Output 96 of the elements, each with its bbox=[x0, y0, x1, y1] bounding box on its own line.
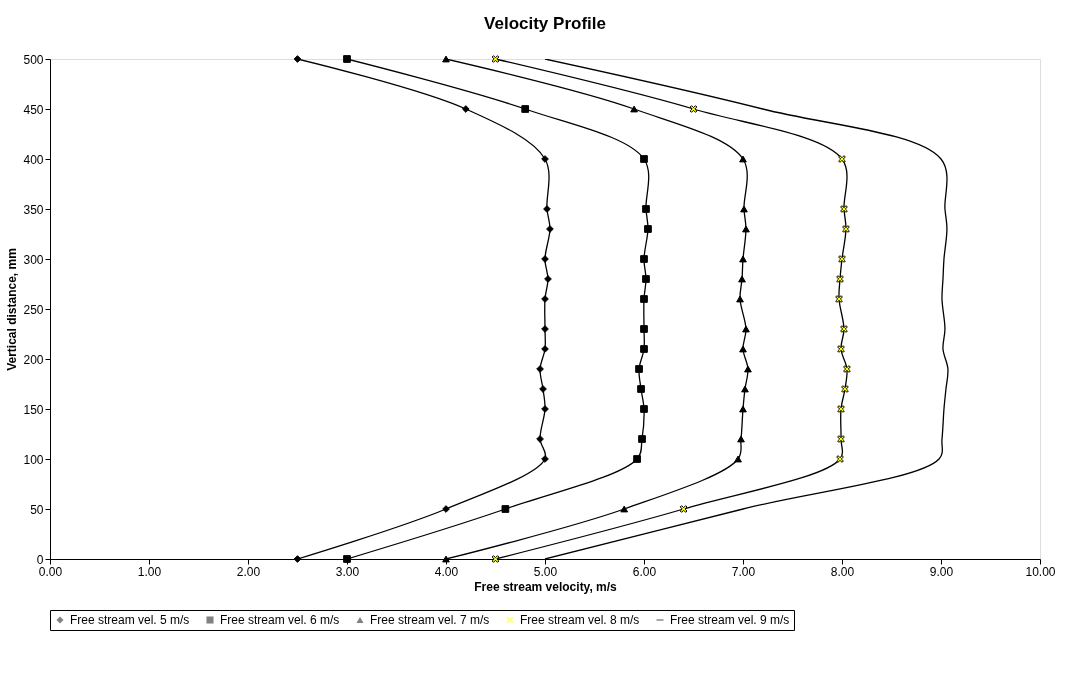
y-tick-label: 100 bbox=[23, 452, 44, 467]
point bbox=[741, 385, 749, 393]
x-tick-label: 10.00 bbox=[1025, 564, 1056, 579]
point bbox=[633, 455, 641, 463]
point bbox=[841, 385, 849, 393]
point bbox=[442, 55, 450, 63]
y-axis-title: Vertical distance, mm bbox=[5, 248, 20, 371]
point bbox=[837, 345, 845, 353]
x-tick-label: 5.00 bbox=[533, 564, 558, 579]
y-tick-label: 250 bbox=[23, 302, 44, 317]
x-tick-label: 8.00 bbox=[830, 564, 855, 579]
chart-title: Velocity Profile bbox=[484, 14, 606, 33]
point bbox=[630, 105, 638, 113]
x-axis-title: Free stream velocity, m/s bbox=[474, 579, 618, 594]
y-tick-label: 400 bbox=[23, 152, 44, 167]
point bbox=[620, 505, 629, 513]
y-tick-label: 0 bbox=[36, 552, 44, 567]
point bbox=[837, 435, 845, 443]
point bbox=[541, 255, 549, 263]
y-tick-label: 500 bbox=[23, 52, 44, 67]
legend-label: Free stream vel. 5 m/s bbox=[70, 613, 190, 627]
point bbox=[343, 55, 351, 63]
point bbox=[742, 325, 750, 333]
point bbox=[442, 505, 450, 513]
point bbox=[739, 255, 747, 263]
point bbox=[521, 105, 530, 113]
point bbox=[642, 205, 650, 213]
point bbox=[679, 505, 688, 513]
point bbox=[640, 345, 648, 353]
point bbox=[840, 205, 848, 213]
x-tick-label: 0.00 bbox=[38, 564, 63, 579]
point bbox=[738, 275, 746, 283]
point bbox=[640, 295, 648, 303]
point bbox=[737, 435, 745, 443]
point bbox=[739, 155, 747, 163]
x-tick-label: 1.00 bbox=[137, 564, 162, 579]
point bbox=[461, 105, 470, 113]
point bbox=[491, 555, 500, 563]
point bbox=[541, 295, 549, 303]
point bbox=[838, 155, 846, 163]
x-tick-label: 4.00 bbox=[434, 564, 459, 579]
point bbox=[640, 255, 648, 263]
point bbox=[835, 295, 843, 303]
point bbox=[541, 455, 549, 463]
point bbox=[734, 455, 742, 463]
y-tick-label: 300 bbox=[23, 252, 44, 267]
point bbox=[541, 325, 549, 333]
point bbox=[539, 385, 547, 393]
y-tick-label: 200 bbox=[23, 352, 44, 367]
point bbox=[637, 385, 645, 393]
point bbox=[739, 345, 747, 353]
x-tick-label: 3.00 bbox=[335, 564, 360, 579]
point bbox=[638, 435, 646, 443]
point bbox=[635, 365, 643, 373]
point bbox=[536, 365, 544, 373]
legend-label: Free stream vel. 6 m/s bbox=[220, 613, 340, 627]
point bbox=[840, 325, 848, 333]
y-tick-label: 50 bbox=[30, 502, 44, 517]
legend-label: Free stream vel. 8 m/s bbox=[520, 613, 640, 627]
x-tick-label: 2.00 bbox=[236, 564, 261, 579]
y-tick-label: 150 bbox=[23, 402, 44, 417]
point bbox=[491, 55, 500, 63]
y-tick-label: 350 bbox=[23, 202, 44, 217]
point bbox=[740, 205, 748, 213]
y-tick-label: 450 bbox=[23, 102, 44, 117]
point bbox=[293, 555, 302, 563]
x-tick-label: 7.00 bbox=[731, 564, 756, 579]
point bbox=[541, 405, 549, 413]
x-tick-label: 9.00 bbox=[929, 564, 954, 579]
point bbox=[837, 405, 845, 413]
legend-label: Free stream vel. 7 m/s bbox=[370, 613, 490, 627]
legend-label: Free stream vel. 9 m/s bbox=[670, 613, 790, 627]
point bbox=[838, 255, 846, 263]
point bbox=[744, 365, 752, 373]
point bbox=[836, 455, 844, 463]
point bbox=[541, 155, 549, 163]
point bbox=[640, 325, 648, 333]
point bbox=[842, 225, 850, 233]
point bbox=[843, 365, 851, 373]
point bbox=[836, 275, 844, 283]
point bbox=[642, 275, 650, 283]
x-tick-label: 6.00 bbox=[632, 564, 657, 579]
point bbox=[739, 405, 747, 413]
point bbox=[736, 295, 744, 303]
point bbox=[640, 155, 648, 163]
point bbox=[543, 205, 551, 213]
point bbox=[536, 435, 544, 443]
point bbox=[293, 55, 302, 63]
point bbox=[501, 505, 510, 513]
point bbox=[546, 225, 554, 233]
point bbox=[541, 345, 549, 353]
point bbox=[544, 275, 552, 283]
point bbox=[689, 105, 698, 113]
point bbox=[644, 225, 652, 233]
point bbox=[742, 225, 750, 233]
point bbox=[640, 405, 648, 413]
